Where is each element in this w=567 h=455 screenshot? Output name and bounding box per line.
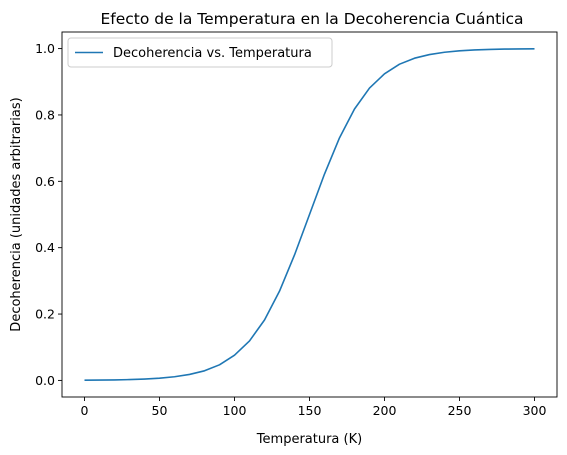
y-axis: 0.0 0.2 0.4 0.6 0.8 1.0 bbox=[35, 41, 62, 388]
y-axis-label: Decoherencia (unidades arbitrarias) bbox=[9, 97, 24, 331]
x-axis: 0 50 100 150 200 250 300 bbox=[81, 397, 547, 418]
y-tick-label: 1.0 bbox=[35, 41, 55, 56]
legend-label: Decoherencia vs. Temperatura bbox=[113, 46, 312, 61]
legend-box bbox=[67, 37, 333, 68]
x-axis-label: Temperatura (K) bbox=[256, 432, 362, 447]
x-tick-label: 150 bbox=[298, 403, 322, 418]
chart-title: Efecto de la Temperatura en la Decoheren… bbox=[100, 10, 523, 28]
x-tick-label: 250 bbox=[448, 403, 472, 418]
y-tick-label: 0.8 bbox=[35, 107, 55, 122]
x-tick-label: 200 bbox=[373, 403, 397, 418]
x-tick-label: 50 bbox=[152, 403, 168, 418]
y-tick-label: 0.6 bbox=[35, 174, 55, 189]
legend: Decoherencia vs. Temperatura bbox=[67, 37, 333, 68]
y-tick-label: 0.2 bbox=[35, 307, 55, 322]
x-tick-label: 100 bbox=[223, 403, 247, 418]
y-tick-label: 0.0 bbox=[35, 373, 55, 388]
series-layer bbox=[84, 47, 535, 382]
x-tick-label: 0 bbox=[81, 403, 89, 418]
x-tick-label: 300 bbox=[523, 403, 547, 418]
series-line bbox=[84, 47, 535, 382]
y-tick-label: 0.4 bbox=[35, 240, 55, 255]
